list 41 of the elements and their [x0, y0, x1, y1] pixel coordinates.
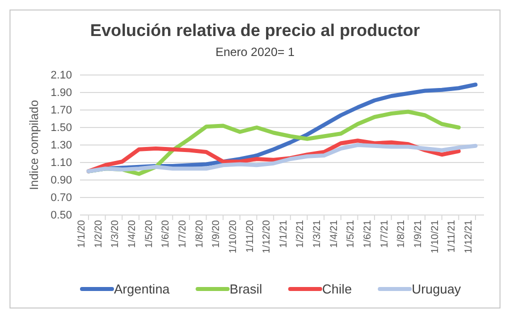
legend-label: Argentina [114, 282, 170, 296]
y-tick-label: 0.90 [50, 174, 72, 187]
x-tick-label: 1/7/20 [177, 220, 188, 248]
x-tick-label: 1/2/21 [295, 220, 306, 248]
legend-label: Brasil [230, 282, 262, 296]
x-tick-label: 1/4/21 [328, 220, 340, 248]
x-tick-label: 1/3/20 [110, 220, 122, 248]
x-tick-label: 1/9/20 [211, 220, 222, 248]
x-tick-label: 1/8/20 [194, 220, 206, 248]
x-tick-label: 1/12/20 [262, 220, 273, 254]
x-tick-label: 1/11/21 [446, 220, 458, 253]
x-tick-label: 1/2/20 [93, 220, 104, 248]
legend-label: Uruguay [412, 282, 462, 296]
x-tick-label: 1/9/21 [413, 220, 424, 248]
y-tick-label: 2.10 [50, 70, 72, 82]
y-axis-title: Indice compilado [27, 100, 41, 190]
y-tick-label: 0.70 [50, 192, 72, 204]
y-tick-label: 1.30 [50, 140, 72, 152]
y-tick-label: 1.10 [50, 157, 72, 170]
x-tick-label: 1/4/20 [126, 220, 138, 248]
x-tick-label: 1/11/20 [244, 220, 256, 253]
chart-subtitle: Enero 2020= 1 [215, 45, 295, 59]
y-tick-label: 1.70 [50, 104, 72, 117]
x-tick-label: 1/10/21 [430, 220, 441, 254]
y-tick-label: 1.50 [50, 122, 72, 134]
x-tick-label: 1/1/20 [76, 220, 88, 248]
x-tick-label: 1/6/21 [362, 220, 374, 248]
x-tick-label: 1/1/21 [278, 220, 290, 248]
x-tick-label: 1/12/21 [464, 220, 474, 254]
x-tick-label: 1/5/20 [144, 220, 155, 248]
x-tick-label: 1/6/20 [160, 220, 172, 248]
x-tick-label: 1/8/21 [396, 220, 408, 248]
line-series [86, 143, 478, 174]
y-tick-label: 1.90 [50, 87, 72, 100]
y-tick-label: 0.50 [50, 210, 72, 222]
x-tick-label: 1/3/21 [312, 220, 324, 248]
x-tick-label: 1/10/20 [228, 220, 239, 254]
x-tick-label: 1/7/21 [379, 220, 390, 248]
x-tick-label: 1/5/21 [346, 220, 357, 248]
chart-title: Evolución relativa de precio al productor [90, 21, 420, 40]
legend-label: Chile [322, 282, 352, 296]
